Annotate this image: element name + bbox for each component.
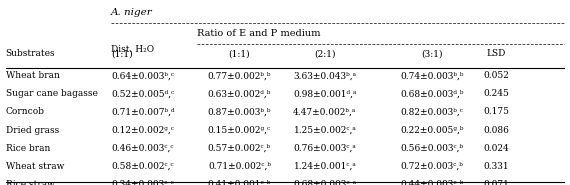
Text: 0.34±0.003ᵉ,ᶜ: 0.34±0.003ᵉ,ᶜ	[111, 180, 174, 185]
Text: Rice bran: Rice bran	[6, 144, 50, 153]
Text: 0.52±0.005ᵈ,ᶜ: 0.52±0.005ᵈ,ᶜ	[111, 89, 174, 98]
Text: 0.56±0.003ᶜ,ᵇ: 0.56±0.003ᶜ,ᵇ	[400, 144, 463, 153]
Text: 0.71±0.007ᵇ,ᵈ: 0.71±0.007ᵇ,ᵈ	[111, 107, 175, 117]
Text: Corncob: Corncob	[6, 107, 44, 117]
Text: 0.77±0.002ᵇ,ᵇ: 0.77±0.002ᵇ,ᵇ	[207, 71, 271, 80]
Text: LSD: LSD	[486, 49, 506, 58]
Text: 0.74±0.003ᵇ,ᵇ: 0.74±0.003ᵇ,ᵇ	[400, 71, 463, 80]
Text: (1:1): (1:1)	[111, 49, 133, 58]
Text: 0.68±0.003ᵈ,ᵇ: 0.68±0.003ᵈ,ᵇ	[400, 89, 463, 98]
Text: 0.15±0.002ᵍ,ᶜ: 0.15±0.002ᵍ,ᶜ	[208, 126, 271, 135]
Text: 0.71±0.002ᶜ,ᵇ: 0.71±0.002ᶜ,ᵇ	[208, 162, 271, 171]
Text: (2:1): (2:1)	[314, 49, 336, 58]
Text: Wheat bran: Wheat bran	[6, 71, 60, 80]
Text: 0.63±0.002ᵈ,ᵇ: 0.63±0.002ᵈ,ᵇ	[207, 89, 271, 98]
Text: 0.071: 0.071	[483, 180, 509, 185]
Text: 0.175: 0.175	[483, 107, 509, 117]
Text: 1.24±0.001ᶜ,ᵃ: 1.24±0.001ᶜ,ᵃ	[294, 162, 356, 171]
Text: Dried grass: Dried grass	[6, 126, 59, 135]
Text: 0.58±0.002ᶜ,ᶜ: 0.58±0.002ᶜ,ᶜ	[111, 162, 174, 171]
Text: Ratio of E and P medium: Ratio of E and P medium	[197, 29, 320, 38]
Text: Wheat straw: Wheat straw	[6, 162, 64, 171]
Text: (1:1): (1:1)	[229, 49, 250, 58]
Text: Dist. H₂O: Dist. H₂O	[111, 45, 154, 54]
Text: (3:1): (3:1)	[421, 49, 442, 58]
Text: 0.086: 0.086	[483, 126, 509, 135]
Text: 0.024: 0.024	[483, 144, 509, 153]
Text: 1.25±0.002ᶜ,ᵃ: 1.25±0.002ᶜ,ᵃ	[294, 126, 356, 135]
Text: 0.41±0.001ᵉ,ᵇ: 0.41±0.001ᵉ,ᵇ	[207, 180, 271, 185]
Text: A. niger: A. niger	[111, 8, 153, 17]
Text: Substrates: Substrates	[6, 49, 55, 58]
Text: 0.331: 0.331	[483, 162, 508, 171]
Text: 0.68±0.003ᵉ,ᵃ: 0.68±0.003ᵉ,ᵃ	[294, 180, 356, 185]
Text: 0.64±0.003ᵇ,ᶜ: 0.64±0.003ᵇ,ᶜ	[111, 71, 174, 80]
Text: 4.47±0.002ᵇ,ᵃ: 4.47±0.002ᵇ,ᵃ	[293, 107, 357, 117]
Text: 0.052: 0.052	[483, 71, 509, 80]
Text: 0.46±0.003ᶜ,ᶜ: 0.46±0.003ᶜ,ᶜ	[111, 144, 174, 153]
Text: 0.76±0.003ᶜ,ᵃ: 0.76±0.003ᶜ,ᵃ	[294, 144, 356, 153]
Text: 0.245: 0.245	[483, 89, 509, 98]
Text: 3.63±0.043ᵇ,ᵃ: 3.63±0.043ᵇ,ᵃ	[294, 71, 356, 80]
Text: 0.44±0.003ᵉ,ᵇ: 0.44±0.003ᵉ,ᵇ	[400, 180, 463, 185]
Text: 0.22±0.005ᵍ,ᵇ: 0.22±0.005ᵍ,ᵇ	[400, 126, 463, 135]
Text: 0.98±0.001ᵈ,ᵃ: 0.98±0.001ᵈ,ᵃ	[293, 89, 357, 98]
Text: 0.12±0.002ᵍ,ᶜ: 0.12±0.002ᵍ,ᶜ	[111, 126, 174, 135]
Text: 0.57±0.002ᶜ,ᵇ: 0.57±0.002ᶜ,ᵇ	[208, 144, 271, 153]
Text: Rice straw: Rice straw	[6, 180, 55, 185]
Text: 0.72±0.003ᶜ,ᵇ: 0.72±0.003ᶜ,ᵇ	[400, 162, 463, 171]
Text: Sugar cane bagasse: Sugar cane bagasse	[6, 89, 97, 98]
Text: 0.87±0.003ᵇ,ᵇ: 0.87±0.003ᵇ,ᵇ	[207, 107, 271, 117]
Text: 0.82±0.003ᵇ,ᶜ: 0.82±0.003ᵇ,ᶜ	[400, 107, 463, 117]
